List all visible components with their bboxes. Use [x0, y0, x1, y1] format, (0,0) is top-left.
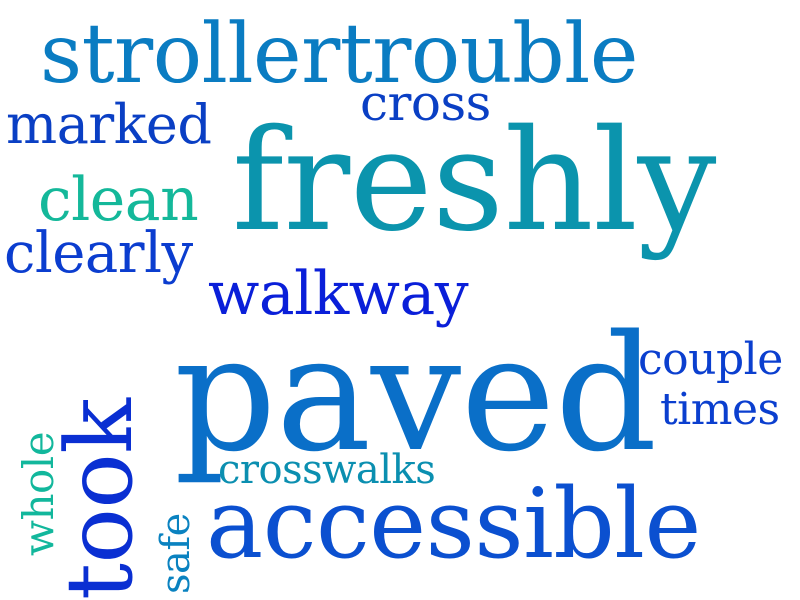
word-clean: clean — [38, 165, 199, 235]
word-safe: safe — [153, 513, 199, 594]
word-whole: whole — [14, 431, 63, 556]
word-times: times — [660, 384, 780, 435]
word-strollertrouble: strollertrouble — [40, 7, 638, 102]
word-freshly: freshly — [232, 100, 716, 263]
word-marked: marked — [6, 93, 212, 156]
word-walkway: walkway — [208, 259, 469, 329]
word-clearly: clearly — [4, 221, 193, 286]
word-accessible: accessible — [206, 468, 701, 580]
word-couple: couple — [638, 334, 783, 385]
word-crosswalks: crosswalks — [218, 447, 436, 493]
word-cross: cross — [360, 74, 491, 132]
word-paved: paved — [174, 300, 657, 487]
word-took: took — [46, 398, 153, 600]
